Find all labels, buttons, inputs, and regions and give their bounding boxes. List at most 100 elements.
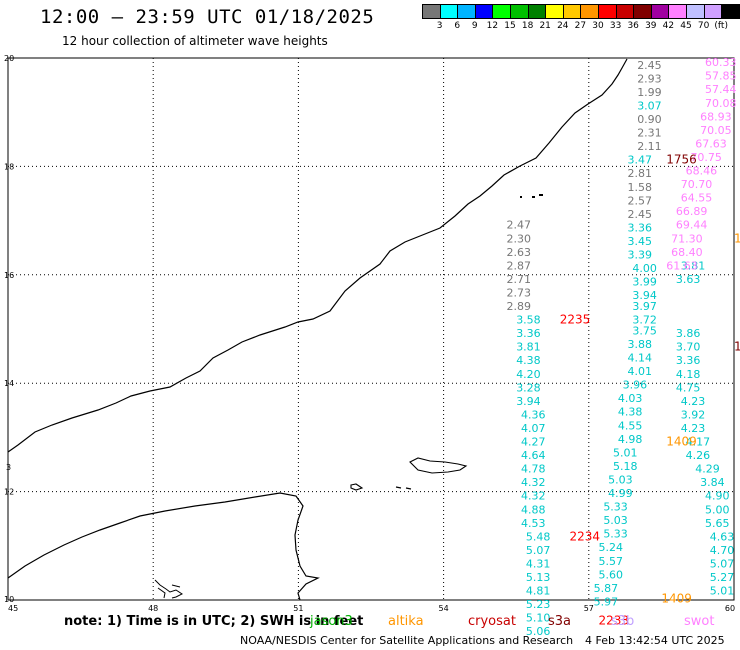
wave-height-value: 5.06: [526, 625, 551, 638]
wave-height-value: 3.36: [676, 354, 701, 367]
wave-height-value: 1.99: [637, 86, 662, 99]
wave-height-value: 2.57: [628, 194, 653, 207]
wave-height-value: 2.30: [507, 232, 532, 245]
wave-height-value: 5.97: [594, 595, 619, 608]
wave-height-value: 3.97: [632, 300, 657, 313]
wave-height-value: 2.87: [507, 259, 532, 272]
wave-height-tracks: 2.452.931.990.902.312.112.811.582.572.45…: [507, 56, 737, 638]
scale-label: 27: [574, 21, 587, 31]
wave-height-value: 57.44: [705, 83, 737, 96]
x-tick-label: 54: [439, 604, 449, 613]
scale-label: 12: [486, 21, 499, 31]
wave-height-value: 2.89: [507, 300, 532, 313]
graticule: [8, 58, 734, 600]
map-frame: [7, 57, 735, 601]
wave-height-value: 68.46: [686, 165, 718, 178]
wave-height-value: 3.92: [681, 408, 706, 421]
wave-height-value: 4.01: [628, 365, 653, 378]
wave-height-value: 5.57: [598, 555, 623, 568]
pass-time-label: 17: [734, 340, 740, 354]
wave-height-value: 68.93: [700, 110, 732, 123]
y-tick-label: 20: [4, 54, 14, 63]
wave-height-value: 5.00: [705, 503, 730, 516]
kuria-muria-islands: [520, 194, 543, 198]
wave-height-value: 2.73: [507, 286, 532, 299]
wave-height-value: 3.94: [516, 395, 541, 408]
wave-height-value: 5.03: [603, 514, 628, 527]
wave-height-value: 3.58: [516, 314, 541, 327]
wave-height-value: 4.17: [686, 436, 711, 449]
map-title: 12:00 — 23:59 UTC 01/18/2025: [40, 6, 375, 28]
wave-height-value: 4.03: [618, 392, 643, 405]
wave-height-value: 4.38: [618, 406, 643, 419]
wave-height-value: 2.93: [637, 72, 662, 85]
wave-height-value: 5.87: [594, 582, 619, 595]
wave-height-value: 3.72: [632, 314, 657, 327]
units-note: note: 1) Time is in UTC; 2) SWH is in fe…: [64, 614, 364, 629]
wave-height-value: 5.27: [710, 571, 735, 584]
wave-height-value: 3.81: [516, 341, 541, 354]
pass-time-label: 2233: [598, 613, 629, 627]
y-tick-label: 18: [4, 162, 14, 171]
wave-height-value: 4.53: [521, 517, 546, 530]
wave-height-value: 5.07: [710, 557, 735, 570]
scale-label: 45: [680, 21, 692, 31]
y-tick-label: 12: [4, 488, 14, 497]
wave-height-value: 4.88: [521, 503, 546, 516]
wave-height-value: 2.45: [628, 208, 653, 221]
wave-height-value: 68.40: [671, 246, 703, 259]
satellite-legend-item: altika: [388, 614, 424, 629]
scale-label: 33: [609, 21, 622, 31]
wave-height-value: 5.33: [603, 501, 628, 514]
wave-height-value: 1.58: [628, 181, 653, 194]
arabia-coastline: [7, 58, 628, 453]
wave-height-value: 4.23: [681, 395, 706, 408]
wave-height-value: 5.07: [526, 544, 551, 557]
satellite-legend-item: s3a: [548, 614, 572, 629]
wave-height-value: 5.01: [710, 585, 735, 598]
wave-height-value: 69.44: [676, 219, 708, 232]
wave-height-value: 4.20: [516, 368, 541, 381]
wave-height-value: 4.07: [521, 422, 546, 435]
wave-height-value: 4.70: [710, 544, 735, 557]
pass-time-label: 14: [734, 231, 740, 245]
wave-height-value: 2.71: [507, 273, 532, 286]
scale-label: 36: [627, 21, 639, 31]
scale-label: 9: [471, 21, 478, 31]
wave-height-value: 3.39: [628, 249, 653, 262]
wave-height-value: 70.08: [705, 97, 737, 110]
satellite-legend-item: cryosat: [468, 614, 516, 629]
scale-label: 6: [454, 21, 461, 31]
pass-time-label: 2234: [569, 529, 600, 543]
scale-label: 21: [539, 21, 551, 31]
wave-height-value: 4.78: [521, 463, 546, 476]
wave-height-value: 3.88: [628, 338, 653, 351]
wave-height-value: 4.55: [618, 419, 643, 432]
wave-height-value: 2.31: [637, 127, 662, 140]
scale-label: 3: [436, 21, 443, 31]
x-tick-label: 48: [148, 604, 158, 613]
wave-height-value: 4.00: [632, 262, 657, 275]
small-island-1: [395, 486, 402, 489]
wave-height-value: 5.24: [598, 541, 623, 554]
y-tick-label: 16: [4, 271, 14, 280]
wave-height-value: 5.03: [608, 473, 633, 486]
wave-height-value: 3.28: [516, 381, 541, 394]
wave-height-value: 2.45: [637, 59, 662, 72]
wave-height-value: 5.65: [705, 517, 730, 530]
wave-height-value: 4.81: [526, 585, 551, 598]
socotra-island: [409, 457, 468, 474]
satellite-legend-item: swot: [684, 614, 715, 629]
scale-label: 24: [557, 21, 569, 31]
wave-height-value: 4.23: [681, 422, 706, 435]
wave-height-value: 3.07: [637, 99, 662, 112]
edge-label: 3: [6, 463, 11, 472]
pass-time-label: 1409: [661, 592, 692, 606]
wave-height-value: 70.70: [681, 178, 713, 191]
wave-height-value: 57.85: [705, 70, 737, 83]
wave-height-value: 4.64: [521, 449, 546, 462]
somali-inland-feature: [154, 579, 183, 599]
wave-height-value: 61.63: [666, 259, 698, 272]
axis-labels: 45 48 51 54 57 60 20 18 16 14 12 10 3: [4, 54, 735, 613]
